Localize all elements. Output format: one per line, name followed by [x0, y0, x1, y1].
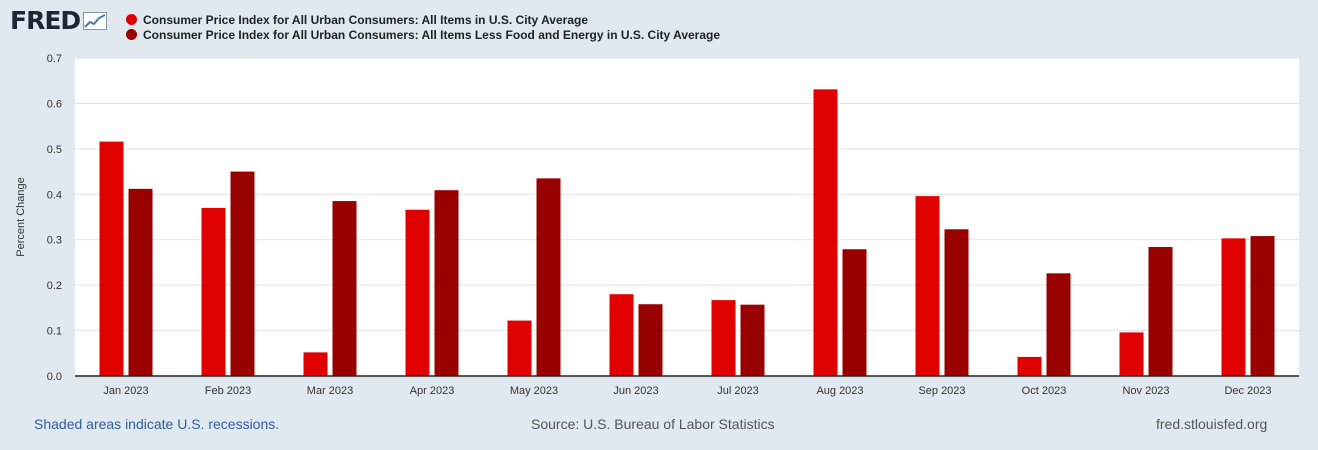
- bar-series2[interactable]: [1046, 273, 1071, 376]
- bar-series1[interactable]: [1119, 332, 1144, 376]
- bar-series1[interactable]: [1017, 356, 1042, 376]
- y-tick-label: 0.3: [47, 235, 62, 247]
- bar-series2[interactable]: [230, 171, 255, 376]
- x-tick-label: Dec 2023: [1224, 385, 1271, 397]
- y-tick-label: 0.2: [47, 280, 62, 292]
- bar-series1[interactable]: [507, 320, 532, 376]
- fred-logo-text: FRED: [10, 6, 81, 35]
- bar-series2[interactable]: [1250, 236, 1275, 376]
- bar-series2[interactable]: [842, 249, 867, 376]
- bar-series1[interactable]: [1221, 238, 1246, 376]
- bar-series2[interactable]: [740, 304, 765, 376]
- x-tick-label: Oct 2023: [1022, 385, 1067, 397]
- legend-marker-series1: [126, 14, 137, 25]
- chart-legend: Consumer Price Index for All Urban Consu…: [126, 12, 720, 42]
- x-tick-label: Jan 2023: [103, 385, 148, 397]
- x-tick-label: Jul 2023: [717, 385, 759, 397]
- line-graph-icon: [83, 11, 108, 30]
- y-tick-labels: 0.0 0.1 0.2 0.3 0.4 0.5 0.6 0.7: [47, 53, 62, 383]
- bar-series2[interactable]: [332, 201, 357, 376]
- bar-series2[interactable]: [944, 229, 969, 376]
- bar-series2[interactable]: [434, 190, 459, 376]
- y-tick-label: 0.4: [47, 189, 62, 201]
- plot-area: [75, 58, 1299, 376]
- x-tick-label: May 2023: [510, 385, 558, 397]
- x-tick-label: Nov 2023: [1122, 385, 1169, 397]
- bar-series2[interactable]: [128, 188, 153, 376]
- bar-series1[interactable]: [711, 300, 736, 376]
- legend-marker-series2: [126, 29, 137, 40]
- bars: [99, 89, 1275, 377]
- bar-series1[interactable]: [405, 209, 430, 376]
- y-tick-label: 0.0: [47, 371, 62, 383]
- bar-series1[interactable]: [99, 141, 124, 376]
- bar-series1[interactable]: [813, 89, 838, 377]
- x-tick-label: Sep 2023: [918, 385, 965, 397]
- bar-series1[interactable]: [303, 352, 328, 376]
- bar-series1[interactable]: [609, 294, 634, 376]
- bar-series1[interactable]: [201, 207, 226, 376]
- y-tick-label: 0.6: [47, 98, 62, 110]
- source-text: Source: U.S. Bureau of Labor Statistics: [531, 416, 775, 432]
- y-tick-label: 0.5: [47, 144, 62, 156]
- x-tick-label: Jun 2023: [613, 385, 658, 397]
- x-tick-label: Mar 2023: [307, 385, 353, 397]
- x-tick-labels: Jan 2023 Feb 2023 Mar 2023 Apr 2023 May 2023…: [103, 385, 1271, 397]
- bar-series2[interactable]: [1148, 246, 1173, 376]
- chart: 0.0 0.1 0.2 0.3 0.4 0.5 0.6 0.7 Jan 2023 Feb 202…: [15, 53, 1299, 397]
- x-tick-label: Aug 2023: [816, 385, 863, 397]
- legend-item-core[interactable]: Consumer Price Index for All Urban Consu…: [126, 27, 720, 42]
- y-tick-label: 0.1: [47, 326, 62, 338]
- bar-series2[interactable]: [536, 178, 561, 376]
- y-axis-label: Percent Change: [15, 177, 27, 257]
- x-tick-label: Feb 2023: [205, 385, 251, 397]
- gridlines: [75, 57, 1299, 332]
- fred-logo[interactable]: FRED: [10, 6, 108, 35]
- legend-item-all-items[interactable]: Consumer Price Index for All Urban Consu…: [126, 12, 720, 27]
- x-tick-label: Apr 2023: [410, 385, 455, 397]
- legend-label-series2: Consumer Price Index for All Urban Consu…: [143, 27, 721, 42]
- y-tick-label: 0.7: [47, 53, 62, 65]
- site-link[interactable]: fred.stlouisfed.org: [1156, 416, 1268, 432]
- legend-label-series1: Consumer Price Index for All Urban Consu…: [143, 12, 588, 27]
- recession-note[interactable]: Shaded areas indicate U.S. recessions.: [34, 416, 280, 432]
- bar-series2[interactable]: [638, 304, 663, 376]
- bar-series1[interactable]: [915, 196, 940, 376]
